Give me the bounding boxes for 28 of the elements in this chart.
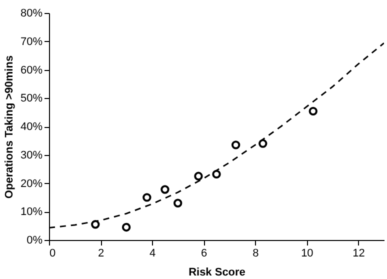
y-tick-label: 30%	[20, 149, 43, 162]
point	[258, 139, 268, 148]
point	[194, 172, 203, 181]
point	[122, 222, 131, 232]
point	[231, 140, 240, 150]
point	[173, 198, 182, 208]
x-tick-label: 6	[201, 248, 208, 260]
x-tick-label: 10	[301, 248, 314, 260]
x-tick-label: 4	[150, 248, 156, 260]
point	[142, 193, 152, 202]
y-tick-label: 0%	[26, 234, 43, 246]
y-tick-label: 60%	[20, 64, 43, 76]
y-tick-label: 20%	[20, 178, 43, 190]
point	[308, 106, 318, 116]
x-axis-title: Risk Score	[188, 266, 246, 278]
y-axis-title: Operations Taking >90mins	[3, 55, 16, 199]
x-tick-label: 2	[98, 248, 104, 260]
x-tick-label: 8	[252, 248, 259, 260]
x-tick-label: 0	[50, 248, 56, 260]
point	[212, 170, 221, 179]
y-tick-label: 80%	[20, 8, 43, 20]
y-tick-label: 10%	[20, 206, 43, 218]
y-tick-label: 70%	[20, 36, 43, 48]
y-tick-label: 40%	[20, 121, 43, 133]
x-tick-label: 12	[352, 248, 365, 260]
point	[160, 185, 170, 194]
point	[91, 220, 100, 229]
y-tick-label: 50%	[20, 92, 43, 105]
